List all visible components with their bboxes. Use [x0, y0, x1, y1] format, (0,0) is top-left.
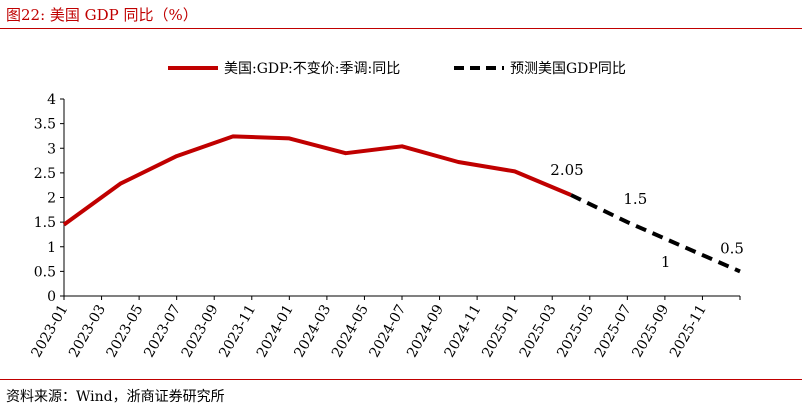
x-tick-label: 2025-09 — [629, 302, 672, 360]
x-tick-label: 2023-11 — [216, 302, 259, 360]
x-tick-label: 2025-05 — [554, 302, 597, 360]
data-label: 0.5 — [720, 239, 744, 257]
x-tick-label: 2023-07 — [141, 302, 184, 360]
y-tick-label: 2 — [47, 191, 56, 207]
data-label: 1.5 — [623, 190, 647, 208]
y-tick-label: 0.5 — [34, 264, 56, 280]
gdp-series-line — [62, 134, 572, 227]
data-label: 2.05 — [550, 161, 583, 179]
x-tick-label: 2024-01 — [254, 302, 297, 360]
chart-title: 图22: 美国 GDP 同比（%） — [6, 6, 198, 24]
legend-label: 美国:GDP:不变价:季调:同比 — [224, 61, 400, 77]
forecast-series-line — [570, 193, 741, 274]
x-tick-label: 2024-03 — [291, 302, 334, 360]
chart-legend: 美国:GDP:不变价:季调:同比 预测美国GDP同比 — [168, 61, 626, 77]
series-layer — [62, 134, 741, 274]
footer-rule — [0, 379, 802, 380]
header-rule — [0, 28, 802, 29]
y-tick-label: 4 — [47, 92, 56, 108]
x-tick-label: 2025-07 — [592, 302, 635, 360]
y-tick-label: 3 — [47, 141, 56, 157]
y-tick-label: 0 — [47, 289, 56, 305]
x-tick-label: 2024-07 — [367, 302, 410, 360]
x-tick-label: 2023-09 — [179, 302, 222, 360]
x-tick-label: 2023-01 — [29, 302, 72, 360]
data-label: 1 — [661, 253, 671, 271]
chart-axes: 00.511.522.533.542023-012023-032023-0520… — [29, 92, 741, 360]
x-tick-label: 2023-05 — [104, 302, 147, 360]
data-labels-layer: 2.05 1.5 1 0.5 — [550, 161, 744, 271]
legend-label: 预测美国GDP同比 — [510, 61, 626, 77]
x-tick-label: 2024-05 — [329, 302, 372, 360]
x-tick-label: 2024-11 — [442, 302, 485, 360]
y-tick-label: 1 — [47, 240, 56, 256]
source-note: 资料来源：Wind，浙商证券研究所 — [6, 389, 225, 405]
y-tick-label: 1.5 — [34, 215, 56, 231]
y-tick-label: 3.5 — [34, 117, 56, 133]
x-tick-label: 2025-03 — [517, 302, 560, 360]
x-tick-label: 2023-03 — [66, 302, 109, 360]
gdp-line-chart: 美国:GDP:不变价:季调:同比 预测美国GDP同比 0 0.5 1 1.5 2 2.5 3 3… — [29, 61, 744, 360]
y-tick-label: 2.5 — [34, 166, 56, 182]
x-tick-label: 2025-11 — [667, 302, 710, 360]
x-tick-label: 2025-01 — [479, 302, 522, 360]
x-tick-label: 2024-09 — [404, 302, 447, 360]
